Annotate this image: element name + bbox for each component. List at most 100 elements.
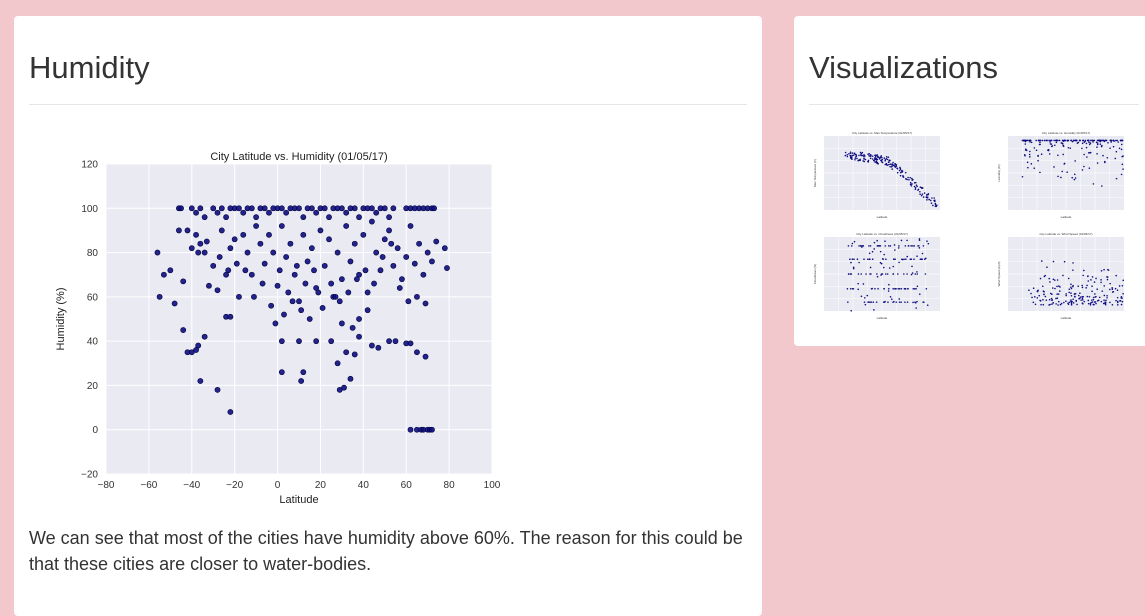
- thumbnail-point: [1081, 142, 1084, 145]
- thumbnail-point: [851, 288, 854, 290]
- thumbnail-point: [911, 245, 914, 247]
- thumbnail-point: [860, 273, 863, 275]
- thumbnail-point: [866, 294, 869, 297]
- thumbnail-point: [1077, 285, 1080, 287]
- thumbnail-cloudiness[interactable]: City Latitude vs. Cloudiness (01/05/17) L…: [812, 229, 946, 325]
- data-point: [431, 205, 437, 212]
- thumbnail-point: [906, 301, 909, 303]
- thumbnail-point: [913, 258, 915, 260]
- data-point: [351, 351, 358, 358]
- data-point: [214, 386, 221, 393]
- thumbnail-point: [1106, 278, 1109, 281]
- thumbnail-point: [874, 154, 876, 157]
- thumbnail-point: [880, 155, 882, 158]
- data-point: [298, 307, 305, 314]
- thumbnail-point: [1053, 139, 1055, 142]
- thumbnail-point: [1088, 143, 1091, 146]
- data-point: [272, 320, 279, 327]
- thumbnail-point: [900, 301, 902, 303]
- thumbnail-point: [876, 273, 878, 275]
- thumbnail-point: [891, 168, 894, 170]
- thumbnail-point: [1049, 141, 1051, 143]
- thumbnail-point: [1096, 299, 1099, 302]
- thumbnail-point: [1033, 147, 1036, 149]
- data-point: [341, 384, 347, 391]
- thumbnail-point: [1074, 139, 1077, 142]
- x-tick-label: 80: [444, 480, 456, 491]
- thumbnail-point: [1058, 139, 1061, 142]
- thumbnail-point: [924, 257, 927, 260]
- thumbnail-point: [852, 154, 855, 157]
- data-point: [227, 313, 234, 320]
- data-point: [345, 289, 352, 296]
- thumbnail-point: [891, 298, 893, 300]
- thumbnail-point: [1089, 304, 1092, 306]
- thumbnail-point: [927, 242, 930, 245]
- thumbnail-point: [1070, 301, 1073, 304]
- thumbnail-point: [857, 288, 859, 291]
- thumbnail-point: [1091, 285, 1093, 288]
- thumbnail-point: [918, 293, 921, 295]
- thumbnail-point: [854, 157, 857, 159]
- data-point: [351, 240, 358, 247]
- thumbnail-point: [863, 258, 865, 260]
- thumbnail-point: [858, 245, 860, 247]
- thumbnail-point: [892, 161, 894, 164]
- thumbnail-point: [1122, 292, 1124, 295]
- thumbnail-point: [872, 159, 875, 162]
- data-point: [386, 338, 392, 345]
- thumbnail-point: [1063, 260, 1066, 263]
- thumbnail-point: [1047, 139, 1049, 142]
- thumbnail-point: [881, 156, 883, 159]
- data-point: [396, 285, 403, 291]
- data-point: [407, 426, 414, 433]
- thumbnail-point: [881, 161, 884, 164]
- thumbnail-max-temperature[interactable]: City Latitude vs. Max Temperature (01/05…: [812, 128, 946, 224]
- thumbnail-point: [1095, 277, 1097, 280]
- thumbnail-wind-speed[interactable]: City Latitude vs. Wind Speed (01/05/17) L…: [996, 229, 1130, 325]
- data-point: [338, 205, 345, 212]
- thumbnail-point: [885, 156, 888, 158]
- thumbnail-point: [859, 245, 862, 247]
- thumbnail-point: [1061, 142, 1064, 145]
- thumbnail-title: City Latitude vs. Humidity (01/05/17): [1042, 131, 1090, 135]
- thumbnail-point: [1073, 173, 1076, 176]
- thumbnail-point: [1111, 287, 1113, 289]
- thumbnail-point: [1068, 291, 1070, 294]
- thumbnail-point: [1091, 276, 1094, 278]
- thumbnail-point: [851, 158, 853, 161]
- data-point: [424, 249, 431, 256]
- data-point: [326, 236, 332, 243]
- thumbnail-point: [1100, 279, 1102, 281]
- thumbnail-point: [1087, 280, 1090, 282]
- thumbnail-point: [1100, 139, 1103, 142]
- thumbnail-point: [1101, 290, 1104, 292]
- data-point: [326, 214, 332, 221]
- data-point: [188, 205, 195, 212]
- thumbnail-point: [883, 288, 885, 290]
- thumbnail-point: [922, 196, 925, 198]
- thumbnail-point: [915, 307, 917, 309]
- data-point: [369, 342, 375, 349]
- data-point: [407, 223, 414, 229]
- thumbnail-point: [1103, 268, 1105, 271]
- thumbnail-point: [849, 258, 851, 260]
- thumbnail-point: [1032, 287, 1035, 290]
- thumbnail-point: [1050, 145, 1053, 148]
- x-tick-label: −20: [226, 480, 243, 491]
- data-point: [167, 267, 174, 274]
- data-point: [302, 280, 309, 287]
- thumbnail-point: [904, 245, 907, 247]
- thumbnail-point: [923, 301, 925, 303]
- thumbnail-point: [1054, 287, 1056, 290]
- thumbnail-humidity[interactable]: City Latitude vs. Humidity (01/05/17) Lat…: [996, 128, 1130, 224]
- data-point: [429, 426, 435, 433]
- thumbnail-point: [850, 261, 852, 264]
- data-point: [313, 209, 320, 216]
- thumbnail-point: [846, 155, 849, 158]
- data-point: [405, 298, 412, 305]
- thumbnail-point: [1031, 296, 1033, 299]
- thumbnail-point: [1093, 281, 1096, 283]
- thumbnail-point: [1122, 168, 1124, 170]
- thumbnail-point: [850, 310, 853, 312]
